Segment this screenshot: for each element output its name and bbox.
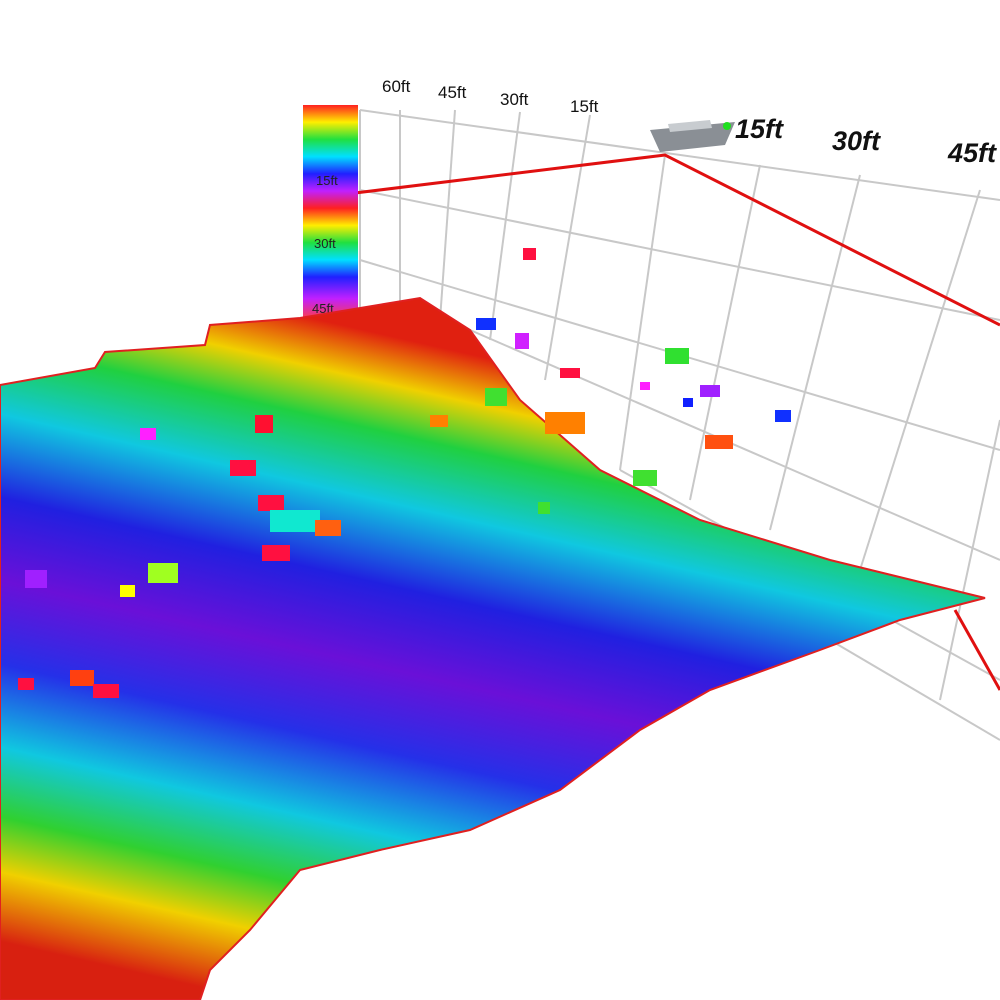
fish-targets	[18, 248, 791, 698]
port-label: 30ft	[500, 90, 529, 109]
starboard-label: 30ft	[832, 126, 881, 156]
beam-line	[953, 609, 1000, 691]
depth-color-bar	[303, 105, 358, 320]
boat	[650, 120, 735, 152]
starboard-label: 15ft	[735, 114, 784, 144]
port-label: 60ft	[382, 77, 411, 96]
starboard-label: 45ft	[947, 138, 997, 168]
port-label: 15ft	[570, 97, 599, 116]
port-label: 45ft	[438, 83, 467, 102]
depth-label: 15ft	[316, 173, 338, 188]
beam-line	[354, 153, 1000, 327]
depth-label: 30ft	[314, 236, 336, 251]
